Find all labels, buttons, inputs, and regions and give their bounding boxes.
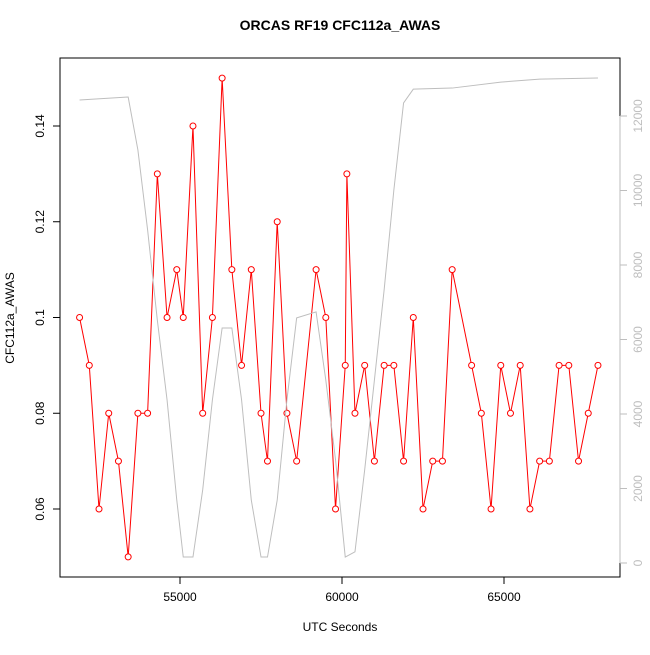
data-point — [409, 314, 417, 321]
y2-tick-label: 2000 — [631, 475, 645, 502]
x-tick-label: 65000 — [487, 590, 521, 604]
plot-box — [59, 57, 621, 578]
data-point — [218, 74, 226, 82]
data-point — [238, 361, 246, 369]
data-point — [153, 170, 161, 178]
data-point — [343, 170, 351, 178]
y2-tick-label: 0 — [631, 559, 645, 566]
data-point — [85, 361, 93, 369]
data-point — [134, 409, 142, 417]
data-point — [273, 218, 281, 226]
data-point — [361, 361, 369, 369]
series-line — [79, 78, 599, 557]
y2-tick-label: 6000 — [631, 326, 645, 353]
chart-title: ORCAS RF19 CFC112a_AWAS — [240, 17, 441, 33]
data-point — [477, 409, 485, 417]
data-point — [257, 409, 265, 417]
data-point — [536, 457, 544, 465]
data-point — [468, 361, 476, 369]
data-point — [263, 457, 271, 465]
data-point — [487, 505, 495, 513]
data-point — [76, 314, 84, 321]
data-point — [179, 314, 187, 321]
data-point — [95, 505, 103, 513]
y-tick-label: 0.06 — [33, 497, 47, 521]
y-axis-label: CFC112a_AWAS — [3, 272, 17, 364]
data-point — [400, 457, 408, 465]
data-point — [497, 361, 505, 369]
data-point — [332, 505, 340, 513]
data-point — [419, 505, 427, 513]
data-point — [199, 409, 207, 417]
data-point — [283, 409, 291, 417]
data-point — [565, 361, 573, 369]
data-point — [173, 266, 181, 274]
y-tick-label: 0.12 — [33, 210, 47, 234]
y-tick-label: 0.14 — [33, 114, 47, 138]
data-point — [448, 266, 456, 274]
data-point — [516, 361, 524, 369]
data-point — [247, 266, 255, 274]
data-point — [555, 361, 563, 369]
data-point — [293, 457, 301, 465]
data-point — [594, 361, 602, 369]
data-point — [341, 361, 349, 369]
data-point — [189, 122, 197, 130]
y-tick-label: 0.08 — [33, 401, 47, 425]
data-point — [438, 457, 446, 465]
data-point — [575, 457, 583, 465]
data-point — [163, 314, 171, 321]
data-point — [429, 457, 437, 465]
data-point — [380, 361, 388, 369]
y2-tick-label: 12000 — [631, 99, 645, 133]
data-point — [351, 409, 359, 417]
x-tick-label: 60000 — [325, 590, 359, 604]
data-point — [370, 457, 378, 465]
data-point — [506, 409, 514, 417]
data-point — [545, 457, 553, 465]
data-point — [526, 505, 534, 513]
x-tick-label: 55000 — [163, 590, 197, 604]
data-point — [390, 361, 398, 369]
y2-tick-label: 4000 — [631, 400, 645, 427]
x-axis-label: UTC Seconds — [303, 620, 378, 634]
y-tick-label: 0.1 — [33, 309, 47, 326]
data-point — [584, 409, 592, 417]
data-point — [208, 314, 216, 321]
y2-tick-label: 10000 — [631, 173, 645, 207]
data-point — [312, 266, 320, 274]
series-line — [79, 77, 598, 558]
data-point — [124, 553, 132, 561]
data-point — [105, 409, 113, 417]
data-point — [114, 457, 122, 465]
data-point — [144, 409, 152, 417]
y2-tick-label: 8000 — [631, 251, 645, 278]
data-point — [322, 314, 330, 321]
data-point — [228, 266, 236, 274]
